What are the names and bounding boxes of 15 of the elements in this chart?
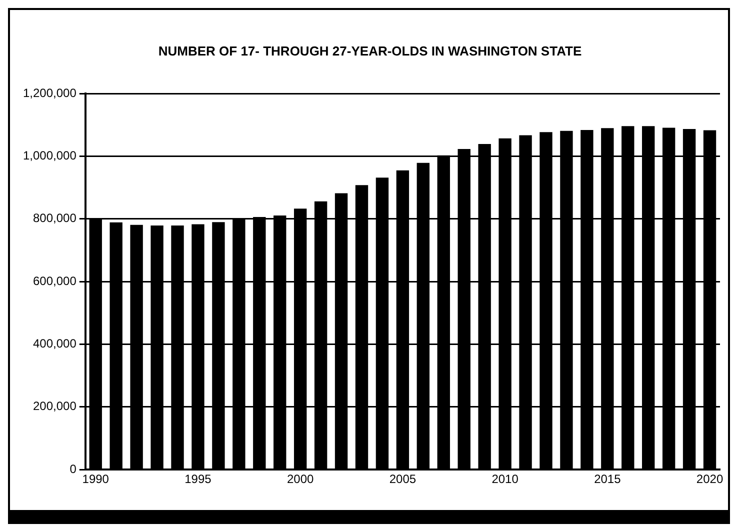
y-tick-label: 400,000 bbox=[32, 336, 77, 351]
y-tick-label: 800,000 bbox=[32, 211, 77, 226]
y-tick-label: 1,200,000 bbox=[22, 86, 77, 100]
y-tick-label: 1,000,000 bbox=[22, 148, 77, 163]
y-tick-label: 600,000 bbox=[32, 274, 77, 288]
x-tick-label: 2010 bbox=[492, 472, 519, 486]
x-tick-label: 2020 bbox=[696, 472, 724, 486]
x-tick-label: 2000 bbox=[286, 472, 314, 486]
y-tick-label: 200,000 bbox=[32, 399, 77, 414]
chart-title: NUMBER OF 17- THROUGH 27-YEAR-OLDS IN WASHINGTON STATE bbox=[158, 43, 582, 58]
x-tick-label: 1995 bbox=[184, 472, 212, 486]
x-tick-label: 2005 bbox=[389, 472, 416, 486]
y-tick-label: 0 bbox=[70, 462, 77, 476]
x-tick-label: 2015 bbox=[594, 472, 622, 486]
x-tick-label: 1990 bbox=[82, 472, 110, 486]
